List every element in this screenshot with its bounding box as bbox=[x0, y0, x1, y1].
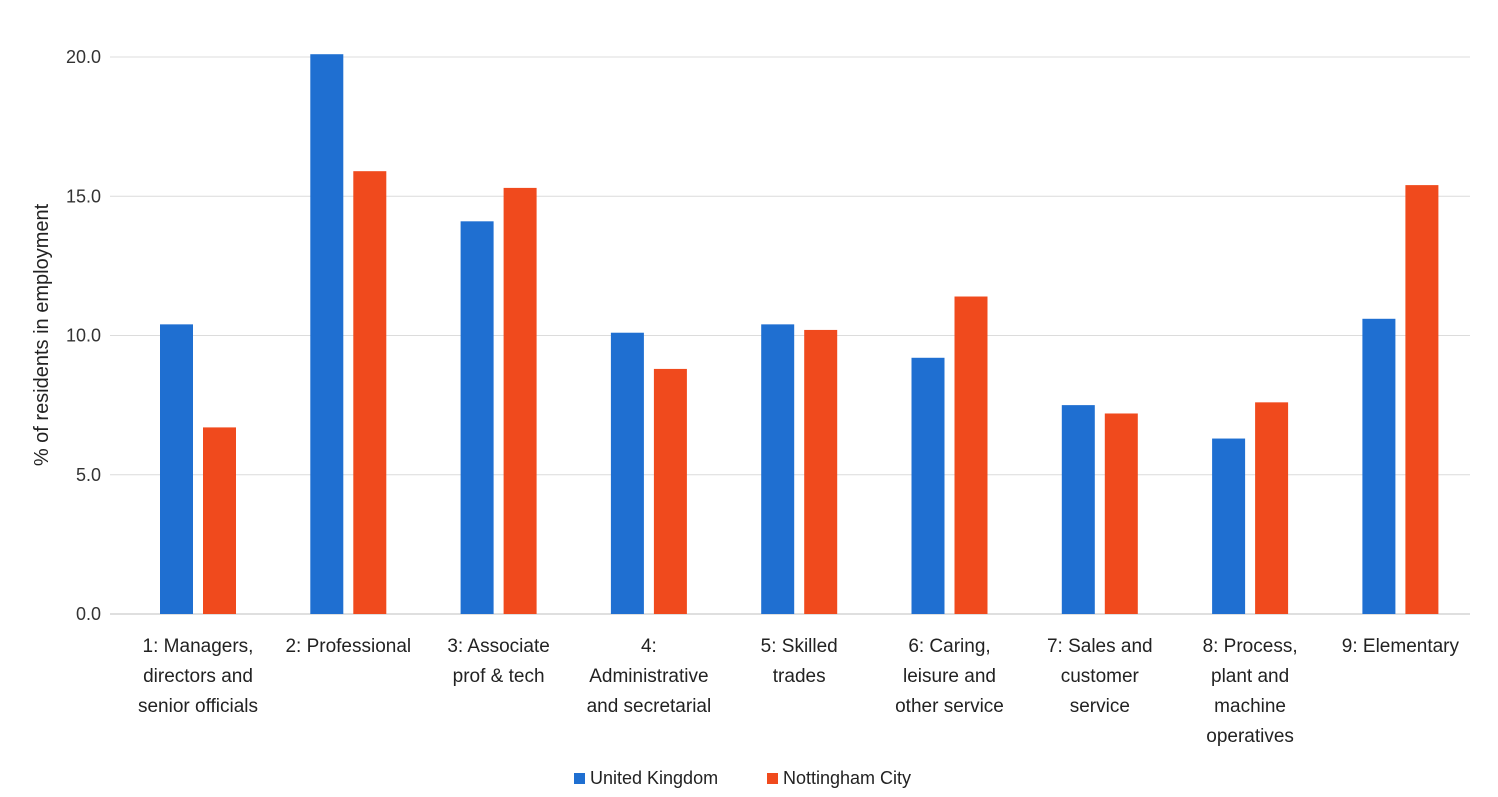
bar-nottingham-city bbox=[804, 329, 838, 614]
bar-united-kingdom bbox=[610, 332, 644, 614]
x-category-label: 1: Managers, directors and senior official… bbox=[138, 636, 258, 717]
x-category-label: 6: Caring, leisure and other service bbox=[895, 636, 1004, 717]
bar-nottingham-city bbox=[203, 427, 236, 614]
x-category-label: 4: Administrative and secretarial bbox=[587, 636, 712, 717]
x-axis-category-labels: 1: Managers, directors and senior official… bbox=[138, 636, 1460, 747]
y-tick-label: 0.0 bbox=[76, 604, 101, 624]
legend-swatch bbox=[574, 773, 585, 784]
legend-label: United Kingdom bbox=[590, 768, 718, 788]
bar-united-kingdom bbox=[160, 324, 193, 614]
y-tick-label: 5.0 bbox=[76, 465, 101, 485]
y-axis-title: % of residents in employment bbox=[31, 203, 53, 466]
x-category-label: 8: Process, plant and machine operatives bbox=[1203, 636, 1298, 747]
y-tick-label: 15.0 bbox=[66, 186, 101, 206]
legend-swatch bbox=[767, 773, 778, 784]
bars bbox=[160, 54, 1439, 615]
bar-united-kingdom bbox=[460, 221, 494, 614]
bar-united-kingdom bbox=[1362, 318, 1396, 614]
bar-united-kingdom bbox=[911, 357, 945, 614]
x-category-label: 5: Skilled trades bbox=[761, 636, 838, 687]
bar-united-kingdom bbox=[1061, 405, 1095, 614]
x-category-label: 3: Associate prof & tech bbox=[447, 636, 549, 687]
bar-united-kingdom bbox=[1212, 438, 1246, 614]
y-axis-tick-labels: 0.0 5.0 10.0 15.0 20.0 bbox=[66, 47, 101, 624]
bar-nottingham-city bbox=[954, 296, 988, 614]
bar-nottingham-city bbox=[353, 171, 387, 614]
x-category-label: 2: Professional bbox=[285, 636, 411, 657]
legend: United Kingdom Nottingham City bbox=[574, 768, 911, 788]
y-tick-label: 20.0 bbox=[66, 47, 101, 67]
bar-united-kingdom bbox=[761, 324, 795, 614]
bar-nottingham-city bbox=[653, 368, 687, 614]
bar-nottingham-city bbox=[1104, 413, 1138, 614]
legend-label: Nottingham City bbox=[783, 768, 911, 788]
y-tick-label: 10.0 bbox=[66, 326, 101, 346]
x-category-label: 7: Sales and customer service bbox=[1047, 636, 1153, 717]
bar-united-kingdom bbox=[310, 54, 344, 614]
bar-nottingham-city bbox=[1255, 402, 1289, 614]
bar-nottingham-city bbox=[1405, 185, 1439, 615]
x-category-label: 9: Elementary bbox=[1342, 636, 1460, 657]
bar-nottingham-city bbox=[503, 187, 537, 614]
